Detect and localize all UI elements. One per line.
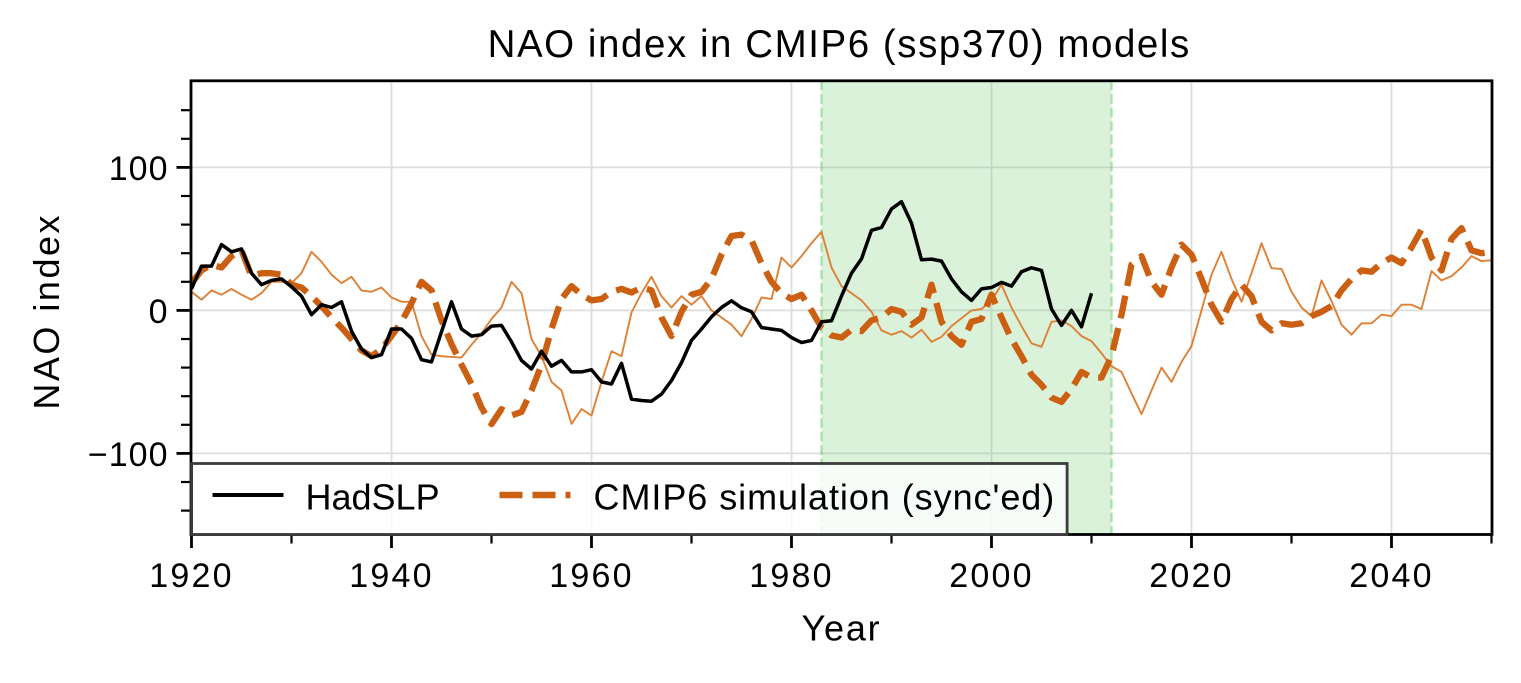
svg-text:100: 100 [109,150,169,188]
svg-text:NAO index in CMIP6 (ssp370) mo: NAO index in CMIP6 (ssp370) models [488,23,1191,66]
svg-text:1960: 1960 [549,557,633,595]
svg-text:CMIP6 simulation (sync'ed): CMIP6 simulation (sync'ed) [594,477,1056,518]
svg-text:1920: 1920 [149,557,233,595]
svg-text:0: 0 [149,293,169,331]
svg-text:1940: 1940 [349,557,433,595]
svg-text:NAO index: NAO index [26,213,67,410]
svg-text:Year: Year [802,608,882,649]
svg-text:HadSLP: HadSLP [306,477,440,518]
svg-text:2020: 2020 [1149,557,1233,595]
svg-text:2000: 2000 [949,557,1033,595]
svg-text:2040: 2040 [1349,557,1433,595]
svg-text:−100: −100 [88,436,169,474]
svg-text:1980: 1980 [749,557,833,595]
